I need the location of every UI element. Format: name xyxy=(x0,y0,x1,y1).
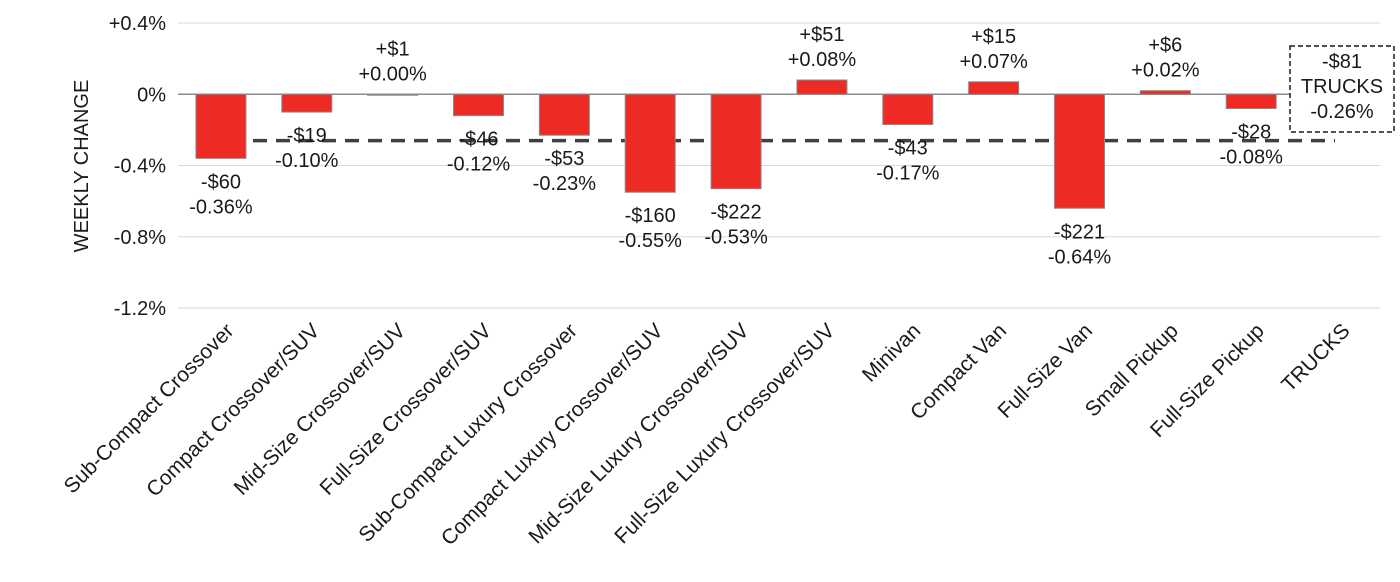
data-label-percent: -0.12% xyxy=(447,154,511,176)
data-labels: -$60-0.36%-$19-0.10%+$1+0.00%-$46-0.12% -… xyxy=(189,24,1283,268)
bar xyxy=(624,93,676,193)
data-label-dollar: +$1 xyxy=(376,38,410,60)
data-label-percent: +0.08% xyxy=(788,49,857,71)
data-label-percent: -0.23% xyxy=(533,173,597,195)
trucks-callout-line: -0.26% xyxy=(1310,101,1374,123)
category-label: Full-Size Crossover/SUV xyxy=(316,319,496,499)
y-axis-label: WEEKLY CHANGE xyxy=(71,80,93,253)
y-axis-ticks: +0.4% 0% -0.4% -0.8% -1.2% xyxy=(109,13,166,320)
data-label-percent: -0.64% xyxy=(1048,246,1112,268)
data-label-dollar: -$46 xyxy=(458,129,498,151)
data-label-dollar: -$53 xyxy=(544,148,584,170)
bar xyxy=(968,81,1020,95)
data-label-dollar: -$60 xyxy=(201,171,241,193)
data-label-percent: +0.00% xyxy=(358,63,427,85)
bar xyxy=(882,93,934,126)
data-label-percent: +0.02% xyxy=(1131,60,1200,82)
category-label: TRUCKS xyxy=(1277,319,1354,396)
trucks-callout-box xyxy=(1289,45,1395,133)
bar xyxy=(538,93,590,136)
trucks-callout-line: -$81 xyxy=(1322,51,1362,73)
data-label-percent: -0.36% xyxy=(189,196,253,218)
data-label-dollar: -$19 xyxy=(287,125,327,147)
data-label-percent: -0.08% xyxy=(1220,147,1284,169)
category-label: Mid-Size Crossover/SUV xyxy=(230,319,410,499)
data-label-percent: +0.07% xyxy=(959,51,1028,73)
bar xyxy=(710,93,762,190)
category-label: Sub-Compact Crossover xyxy=(60,319,239,498)
data-label-dollar: -$160 xyxy=(625,205,676,227)
data-label-percent: -0.55% xyxy=(619,230,683,252)
bar xyxy=(367,93,419,96)
y-tick-label: -0.4% xyxy=(114,156,166,178)
bar xyxy=(1225,93,1277,109)
data-label-percent: -0.10% xyxy=(275,150,339,172)
category-label: Compact Crossover/SUV xyxy=(142,319,324,501)
y-tick-label: 0% xyxy=(137,84,166,106)
y-tick-label: -1.2% xyxy=(114,298,166,320)
bars xyxy=(195,79,1277,209)
trucks-callout-line: TRUCKS xyxy=(1301,76,1383,98)
data-label-dollar: -$28 xyxy=(1231,122,1271,144)
data-label-dollar: -$43 xyxy=(888,138,928,160)
data-label-percent: -0.53% xyxy=(704,227,768,249)
bar xyxy=(1054,93,1105,209)
data-label-dollar: +$6 xyxy=(1148,35,1182,57)
data-label-dollar: -$221 xyxy=(1054,221,1105,243)
category-label: Minivan xyxy=(858,319,925,386)
data-label-dollar: +$51 xyxy=(799,24,844,46)
bar xyxy=(453,93,504,117)
y-tick-label: -0.8% xyxy=(114,227,166,249)
bar xyxy=(281,93,333,113)
bar xyxy=(195,93,247,159)
bar xyxy=(1139,90,1191,95)
data-label-dollar: +$15 xyxy=(971,26,1016,48)
y-tick-label: +0.4% xyxy=(109,13,166,35)
data-label-dollar: -$222 xyxy=(710,202,761,224)
data-label-percent: -0.17% xyxy=(876,163,940,185)
trucks-average-callout: -$81 TRUCKS -0.26% xyxy=(1289,45,1395,133)
bar xyxy=(796,79,848,95)
